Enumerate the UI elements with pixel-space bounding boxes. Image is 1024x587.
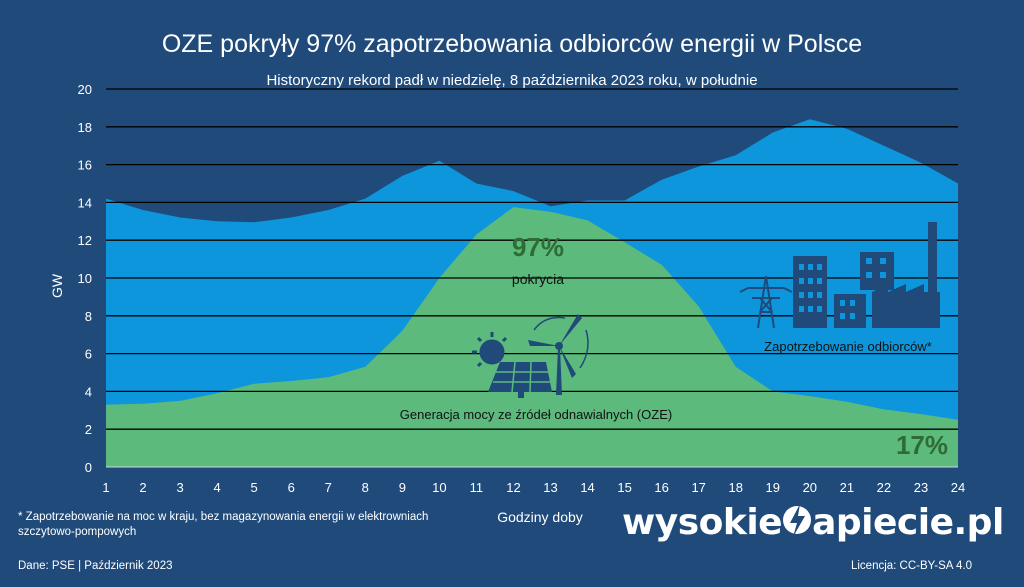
y-axis-ticks: 0 2 4 6 8 10 12 14 16 18 20 (78, 82, 92, 475)
x-tick-label: 11 (470, 480, 484, 495)
license: Licencja: CC-BY-SA 4.0 (850, 560, 972, 572)
x-tick-label: 13 (543, 480, 557, 495)
city-buildings-icon (793, 252, 894, 328)
x-tick-label: 5 (251, 480, 258, 495)
footnote: * Zapotrzebowanie na moc w kraju, bez ma… (18, 511, 429, 538)
logo: wysokie apiecie.pl (622, 500, 1004, 543)
x-tick-label: 24 (951, 480, 965, 495)
y-tick-label: 0 (85, 460, 92, 475)
y-tick-label: 10 (78, 271, 92, 286)
x-tick-label: 22 (877, 480, 891, 495)
y-tick-label: 6 (85, 347, 92, 362)
x-axis-ticks: 1 2 3 4 5 6 7 8 9 10 11 12 13 14 15 16 17 18 19 20 21 22 23 24 (102, 480, 965, 495)
x-tick-label: 17 (691, 480, 705, 495)
lightning-logo-icon (782, 500, 812, 540)
x-tick-label: 18 (729, 480, 743, 495)
x-tick-label: 7 (325, 480, 332, 495)
x-tick-label: 3 (176, 480, 183, 495)
x-tick-label: 20 (803, 480, 817, 495)
oze-series-label: Generacja mocy ze źródeł odnawialnych (O… (400, 407, 672, 422)
y-tick-label: 16 (78, 158, 92, 173)
y-tick-label: 18 (78, 120, 92, 135)
factory-icon (872, 222, 940, 328)
x-tick-label: 4 (214, 480, 221, 495)
y-tick-label: 12 (78, 233, 92, 248)
solar-panel-icon (472, 332, 552, 398)
x-tick-label: 21 (840, 480, 854, 495)
x-tick-label: 6 (288, 480, 295, 495)
power-pylon-icon (739, 275, 793, 329)
y-tick-label: 14 (78, 195, 92, 210)
chart-subtitle: Historyczny rekord padł w niedzielę, 8 p… (266, 72, 758, 89)
peak-percentage: 97% (512, 232, 564, 262)
chart-title: OZE pokryły 97% zapotrzebowania odbiorcó… (161, 30, 863, 58)
y-tick-label: 20 (78, 82, 92, 97)
peak-label: pokrycia (512, 271, 564, 287)
x-tick-label: 9 (399, 480, 406, 495)
x-tick-label: 19 (766, 480, 780, 495)
plot-area (106, 119, 958, 467)
oze-area (106, 207, 958, 467)
gridlines (106, 88, 958, 468)
x-tick-label: 1 (102, 480, 109, 495)
y-tick-label: 2 (85, 422, 92, 437)
x-tick-label: 2 (139, 480, 146, 495)
x-axis-label: Godziny doby (497, 509, 583, 525)
y-tick-label: 8 (85, 309, 92, 324)
demand-series-label: Zapotrzebowanie odbiorców* (764, 339, 932, 354)
data-source: Dane: PSE | Październik 2023 (18, 560, 173, 572)
logo-text-left: wysokie (622, 502, 783, 543)
logo-text-right: apiecie.pl (812, 502, 1004, 543)
x-tick-label: 14 (580, 480, 594, 495)
x-tick-label: 10 (432, 480, 446, 495)
x-tick-label: 8 (362, 480, 369, 495)
x-tick-label: 16 (654, 480, 668, 495)
y-tick-label: 4 (85, 384, 92, 399)
x-tick-label: 23 (914, 480, 928, 495)
wind-turbine-icon (528, 314, 589, 395)
x-tick-label: 15 (617, 480, 631, 495)
min-percentage: 17% (896, 430, 948, 460)
y-axis-label: GW (49, 273, 65, 298)
x-tick-label: 12 (506, 480, 520, 495)
